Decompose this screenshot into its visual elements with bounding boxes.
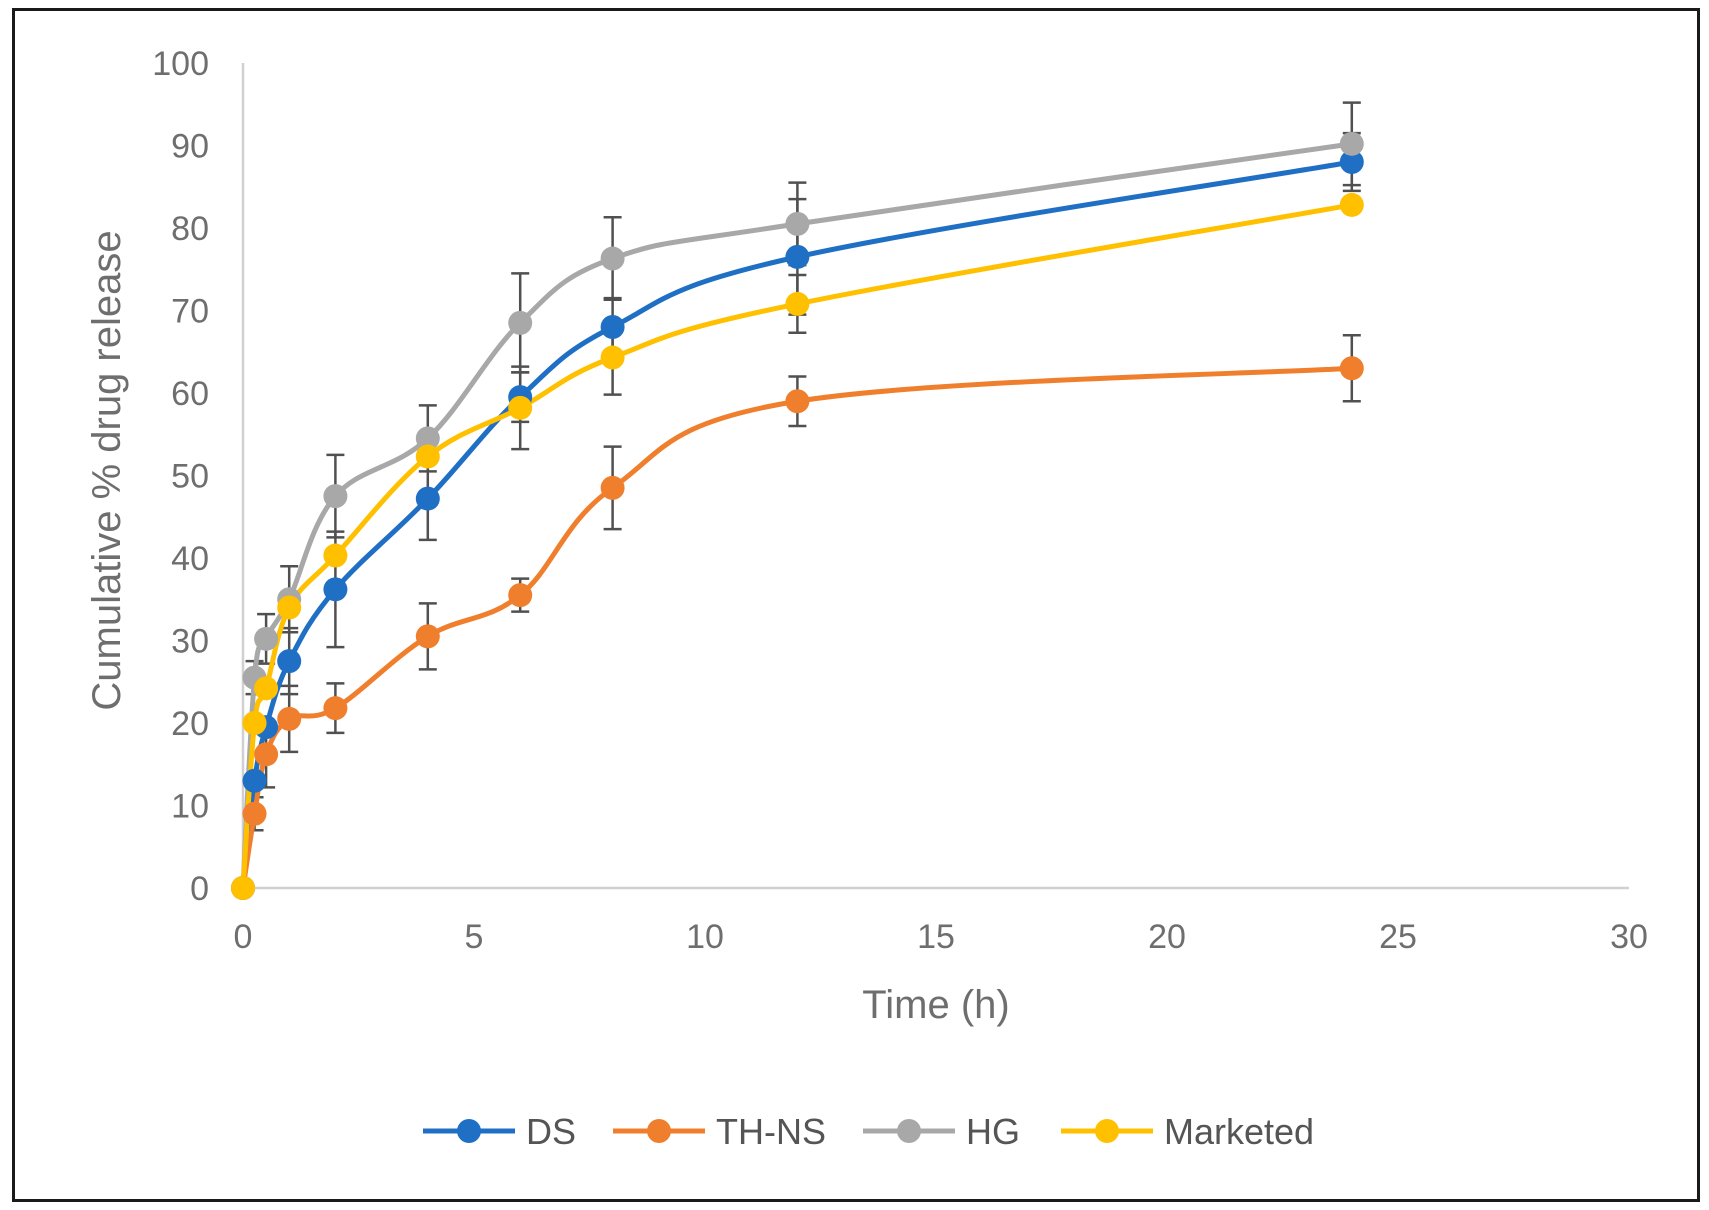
- series-line-th-ns: [240, 365, 1355, 891]
- x-tick-label: 10: [686, 918, 724, 956]
- legend-item-ds: DS: [423, 1111, 576, 1152]
- legend-item-th-ns: TH-NS: [613, 1111, 826, 1152]
- data-point-ds: [323, 577, 348, 602]
- data-point-marketed: [415, 444, 440, 469]
- data-point-th-ns: [242, 801, 267, 826]
- y-tick-label: 20: [171, 705, 209, 743]
- data-point-th-ns: [323, 696, 348, 721]
- drug-release-chart: 0 10 20 30 40 50 60 70 80 90 100 0 5 10 15 20 25 30 Time …: [85, 45, 1648, 1152]
- data-point-ds: [415, 486, 440, 511]
- legend-label-hg: HG: [966, 1111, 1020, 1152]
- data-point-marketed: [242, 711, 267, 735]
- data-point-marketed: [600, 345, 625, 370]
- legend-marker-ds: [457, 1119, 481, 1143]
- x-tick-label: 0: [234, 918, 253, 956]
- data-point-hg: [415, 426, 440, 451]
- y-tick-label: 50: [171, 458, 209, 496]
- legend-item-marketed: Marketed: [1061, 1111, 1314, 1152]
- y-tick-label: 100: [152, 45, 209, 83]
- y-axis-title: Cumulative % drug release: [85, 230, 129, 710]
- data-point-ds: [277, 649, 302, 674]
- data-point-marketed: [231, 876, 255, 900]
- chart-frame: 0 10 20 30 40 50 60 70 80 90 100 0 5 10 15 20 25 30 Time …: [12, 8, 1700, 1202]
- data-point-ds: [1339, 150, 1364, 174]
- data-point-marketed: [277, 595, 302, 620]
- y-tick-label: 30: [171, 623, 209, 661]
- x-tick-label: 25: [1379, 918, 1417, 956]
- data-point-hg: [323, 484, 348, 509]
- data-point-marketed: [254, 676, 279, 701]
- x-tick-label: 15: [917, 918, 955, 956]
- data-point-ds: [600, 315, 625, 339]
- data-point-th-ns: [600, 475, 625, 500]
- data-point-th-ns: [1339, 356, 1364, 381]
- legend-label-ds: DS: [526, 1111, 576, 1152]
- data-point-marketed: [1339, 192, 1364, 217]
- data-point-hg: [508, 310, 533, 335]
- data-point-th-ns: [785, 389, 810, 414]
- data-point-hg: [254, 626, 279, 651]
- data-point-hg: [785, 211, 810, 236]
- y-tick-label: 40: [171, 540, 209, 578]
- data-point-marketed: [508, 395, 533, 420]
- data-point-th-ns: [254, 742, 279, 767]
- data-point-th-ns: [277, 706, 302, 731]
- y-tick-label: 90: [171, 128, 209, 166]
- legend: DS TH-NS HG Marketed: [423, 1111, 1314, 1152]
- data-point-hg: [1339, 131, 1364, 156]
- data-point-ds: [785, 244, 810, 269]
- legend-marker-th-ns: [647, 1119, 671, 1143]
- axes: [241, 63, 1629, 890]
- data-point-hg: [600, 246, 625, 271]
- legend-marker-marketed: [1095, 1119, 1119, 1143]
- data-point-th-ns: [508, 583, 533, 608]
- y-tick-label: 70: [171, 293, 209, 331]
- legend-label-th-ns: TH-NS: [716, 1111, 826, 1152]
- y-tick-label: 60: [171, 375, 209, 413]
- y-tick-label: 0: [190, 870, 209, 908]
- x-tick-label: 20: [1148, 918, 1186, 956]
- data-point-marketed: [785, 291, 810, 316]
- data-markers: [231, 131, 1364, 900]
- data-point-marketed: [323, 543, 348, 568]
- data-point-th-ns: [415, 624, 440, 649]
- tick-labels: 0 10 20 30 40 50 60 70 80 90 100 0 5 10 15 20 25 30: [152, 45, 1648, 956]
- legend-marker-hg: [897, 1119, 921, 1143]
- legend-item-hg: HG: [863, 1111, 1020, 1152]
- y-tick-label: 10: [171, 788, 209, 826]
- x-tick-label: 30: [1610, 918, 1648, 956]
- data-point-ds: [242, 768, 267, 793]
- legend-label-marketed: Marketed: [1164, 1111, 1314, 1152]
- x-tick-label: 5: [465, 918, 484, 956]
- y-tick-label: 80: [171, 210, 209, 248]
- x-axis-title: Time (h): [862, 983, 1009, 1027]
